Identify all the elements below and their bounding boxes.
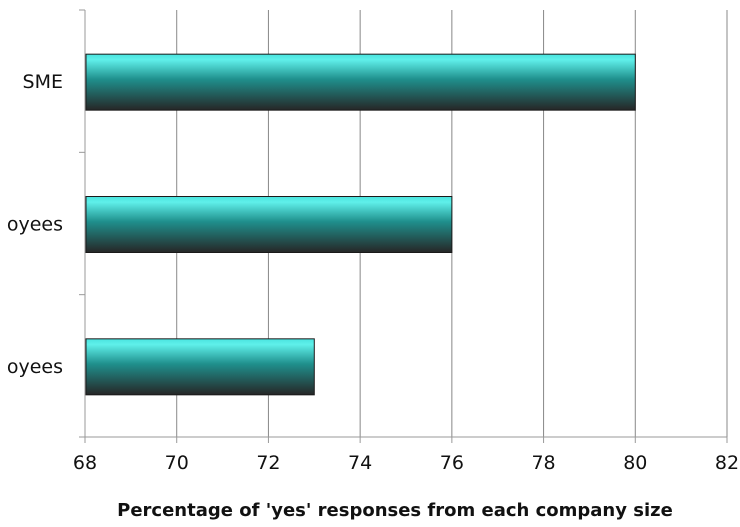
bar (85, 338, 315, 396)
axes (79, 9, 728, 443)
labels: 68 70 72 74 76 78 80 82 SME oyees oyees (7, 71, 739, 474)
category-label: oyees (7, 214, 63, 236)
x-axis-title: Percentage of 'yes' responses from each … (117, 500, 673, 521)
x-tick-label: 82 (715, 452, 739, 474)
category-label: oyees (7, 356, 63, 378)
x-tick-label: 68 (73, 452, 97, 474)
bars (85, 53, 636, 396)
x-tick-label: 72 (256, 452, 280, 474)
x-tick-label: 74 (348, 452, 372, 474)
x-tick-label: 78 (531, 452, 555, 474)
category-label: SME (23, 71, 63, 93)
bar (85, 53, 636, 111)
x-tick-label: 80 (623, 452, 647, 474)
x-tick-label: 76 (440, 452, 464, 474)
bar (85, 196, 453, 253)
x-tick-label: 70 (165, 452, 189, 474)
